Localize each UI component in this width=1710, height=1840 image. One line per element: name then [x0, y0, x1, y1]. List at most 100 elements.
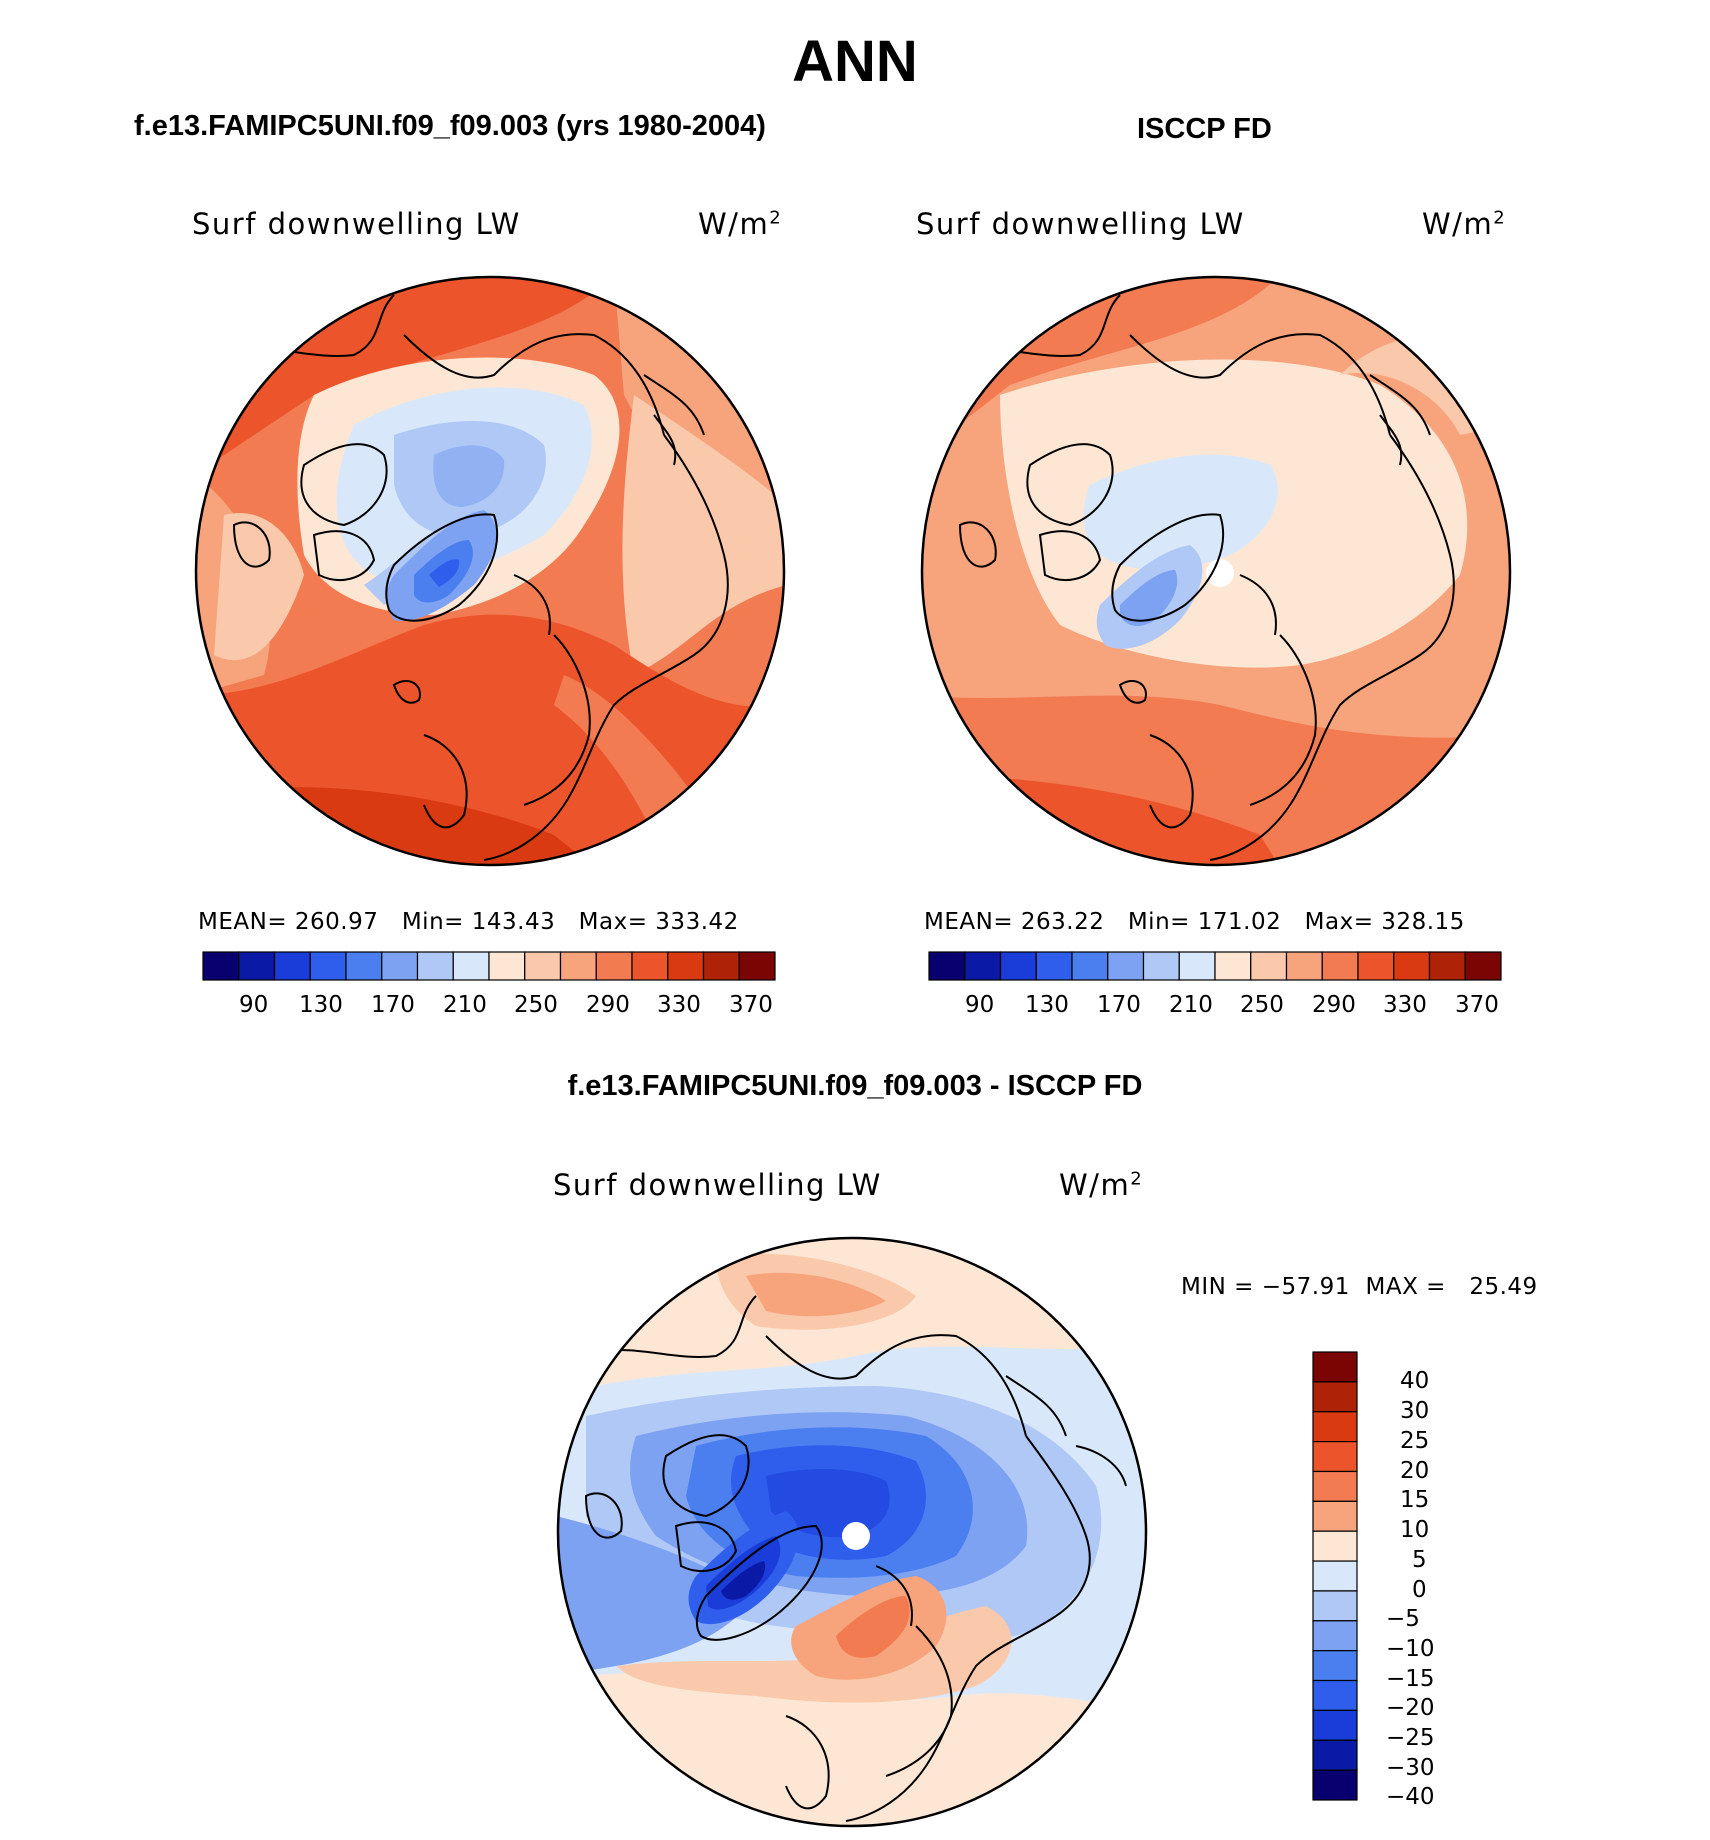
obs-stats: MEAN= 263.22 Min= 171.02 Max= 328.15: [924, 909, 1465, 935]
model-colorbar-labels: 90 130 170 210 250 290 330 370: [203, 992, 775, 1022]
model-cbar-label: 250: [514, 992, 558, 1018]
diff-missing-data-dot: [842, 1522, 870, 1550]
diff-cbar-label: 20: [1400, 1458, 1430, 1484]
obs-variable-label: Surf downwelling LW: [916, 207, 1245, 241]
colorbar-swatch: [1312, 1709, 1358, 1741]
obs-cbar-label: 130: [1025, 992, 1069, 1018]
diff-cbar-label: 0: [1412, 1577, 1427, 1603]
colorbar-swatch: [1142, 951, 1180, 981]
diff-cbar-label: −10: [1386, 1636, 1435, 1662]
model-map-border: [194, 275, 786, 867]
diff-cbar-label: 25: [1400, 1428, 1430, 1454]
colorbar-swatch: [559, 951, 597, 981]
model-variable-label: Surf downwelling LW: [192, 207, 521, 241]
obs-colorbar-swatches: [928, 951, 1502, 981]
diff-map-border: [556, 1236, 1148, 1828]
colorbar-swatch: [1312, 1679, 1358, 1711]
diff-cbar-label: 5: [1412, 1547, 1427, 1573]
model-units-label: W/m2: [698, 207, 783, 241]
diff-map: [556, 1236, 1148, 1828]
colorbar-swatch: [1312, 1769, 1358, 1801]
diff-panel-title: f.e13.FAMIPC5UNI.f09_f09.003 - ISCCP FD: [567, 1070, 1143, 1102]
model-cbar-label: 330: [657, 992, 701, 1018]
diff-cbar-label: −20: [1386, 1695, 1435, 1721]
obs-map: [920, 275, 1512, 867]
colorbar-swatch: [964, 951, 1002, 981]
obs-cbar-label: 90: [965, 992, 995, 1018]
colorbar-swatch: [1285, 951, 1323, 981]
colorbar-swatch: [416, 951, 454, 981]
colorbar-swatch: [1214, 951, 1252, 981]
obs-cbar-label: 170: [1097, 992, 1141, 1018]
diff-cbar-label: −5: [1386, 1606, 1420, 1632]
colorbar-swatch: [999, 951, 1037, 981]
obs-cbar-label: 330: [1383, 992, 1427, 1018]
diff-colorbar-labels: 40 30 25 20 15 10 5 0 −5 −10 −15 −20 −25…: [1364, 1352, 1484, 1810]
colorbar-swatch: [309, 951, 347, 981]
colorbar-swatch: [1312, 1381, 1358, 1413]
diff-cbar-label: 30: [1400, 1398, 1430, 1424]
colorbar-swatch: [524, 951, 562, 981]
colorbar-swatch: [1312, 1739, 1358, 1771]
diff-cbar-label: 40: [1400, 1368, 1430, 1394]
model-colorbar: [202, 951, 776, 981]
diff-colorbar: [1312, 1351, 1358, 1801]
colorbar-swatch: [702, 951, 740, 981]
colorbar-swatch: [1393, 951, 1431, 981]
colorbar-swatch: [1312, 1351, 1358, 1383]
obs-cbar-label: 250: [1240, 992, 1284, 1018]
colorbar-swatch: [1312, 1500, 1358, 1532]
diff-cbar-label: 10: [1400, 1517, 1430, 1543]
obs-colorbar: [928, 951, 1502, 981]
diff-cbar-label: −30: [1386, 1755, 1435, 1781]
model-panel-title: f.e13.FAMIPC5UNI.f09_f09.003 (yrs 1980-2…: [134, 110, 766, 142]
colorbar-swatch: [238, 951, 276, 981]
model-map: [194, 275, 786, 867]
colorbar-swatch: [1312, 1440, 1358, 1473]
model-cbar-label: 290: [586, 992, 630, 1018]
colorbar-swatch: [1357, 951, 1395, 981]
model-cbar-label: 90: [239, 992, 269, 1018]
colorbar-swatch: [488, 951, 526, 981]
colorbar-swatch: [1312, 1470, 1358, 1502]
colorbar-swatch: [1312, 1650, 1358, 1682]
diff-cbar-label: −25: [1386, 1725, 1435, 1751]
colorbar-swatch: [1464, 951, 1502, 981]
colorbar-swatch: [1250, 951, 1288, 981]
colorbar-swatch: [1321, 951, 1359, 981]
colorbar-swatch: [273, 951, 311, 981]
model-cbar-label: 130: [299, 992, 343, 1018]
obs-cbar-label: 210: [1169, 992, 1213, 1018]
colorbar-swatch: [1312, 1590, 1358, 1622]
colorbar-swatch: [1312, 1411, 1358, 1443]
diff-cbar-label: −40: [1386, 1784, 1435, 1810]
colorbar-swatch: [345, 951, 383, 981]
diff-units-label: W/m2: [1059, 1168, 1144, 1202]
diff-stats: MIN = −57.91 MAX = 25.49: [1181, 1274, 1538, 1300]
obs-units-label: W/m2: [1422, 207, 1507, 241]
colorbar-swatch: [381, 951, 419, 981]
colorbar-swatch: [1071, 951, 1109, 981]
colorbar-swatch: [1428, 951, 1466, 981]
diff-variable-label: Surf downwelling LW: [553, 1168, 882, 1202]
obs-map-border: [920, 275, 1512, 867]
colorbar-swatch: [1312, 1620, 1358, 1652]
colorbar-swatch: [1178, 951, 1216, 981]
model-cbar-label: 170: [371, 992, 415, 1018]
colorbar-swatch: [452, 951, 490, 981]
colorbar-swatch: [928, 951, 966, 981]
figure-title: ANN: [792, 29, 918, 94]
colorbar-swatch: [595, 951, 633, 981]
colorbar-swatch: [667, 951, 705, 981]
diff-cbar-label: −15: [1386, 1666, 1435, 1692]
obs-colorbar-labels: 90 130 170 210 250 290 330 370: [929, 992, 1501, 1022]
obs-panel-title: ISCCP FD: [1137, 113, 1272, 145]
obs-cbar-label: 290: [1312, 992, 1356, 1018]
diff-coastlines: [584, 1295, 1127, 1822]
obs-missing-data-dot: [1206, 559, 1234, 587]
model-cbar-label: 210: [443, 992, 487, 1018]
colorbar-swatch: [202, 951, 240, 981]
diff-cbar-label: 15: [1400, 1487, 1430, 1513]
model-stats: MEAN= 260.97 Min= 143.43 Max= 333.42: [198, 909, 739, 935]
obs-cbar-label: 370: [1455, 992, 1499, 1018]
